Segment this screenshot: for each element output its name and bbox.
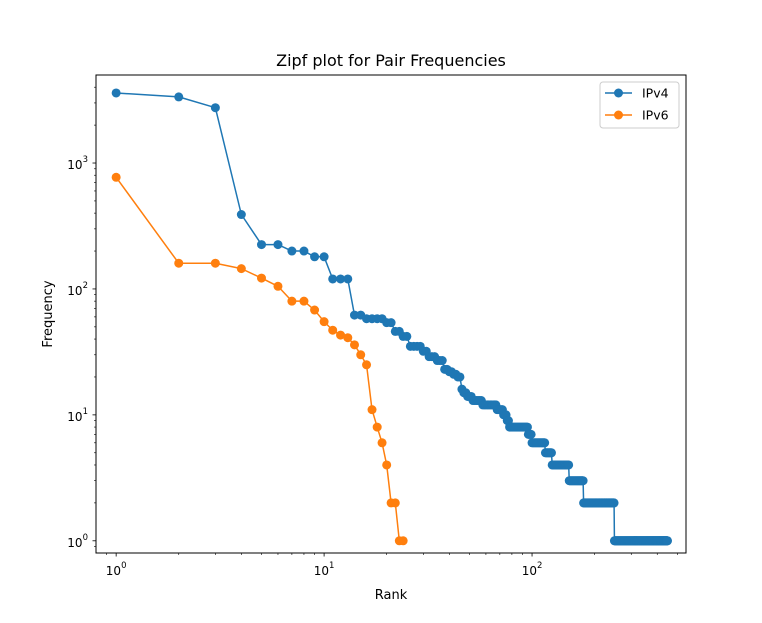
x-axis-label: Rank xyxy=(375,588,408,603)
legend-marker-ipv6 xyxy=(614,110,623,120)
y-axis-label: Frequency xyxy=(41,280,56,347)
data-point-ipv6 xyxy=(356,350,366,360)
data-point-ipv6 xyxy=(343,333,353,343)
data-point-ipv6 xyxy=(367,405,377,415)
data-point-ipv4 xyxy=(174,92,184,102)
data-point-ipv6 xyxy=(349,340,359,350)
data-point-ipv6 xyxy=(299,296,309,306)
data-point-ipv4 xyxy=(310,252,320,262)
legend-label-ipv4: IPv4 xyxy=(642,86,669,101)
data-point-ipv4 xyxy=(437,356,447,366)
legend: IPv4 IPv6 xyxy=(599,81,680,129)
data-point-ipv4 xyxy=(299,246,309,256)
data-point-ipv4 xyxy=(236,210,246,220)
data-point-ipv4 xyxy=(455,372,465,382)
data-point-ipv4 xyxy=(526,429,536,439)
data-point-ipv4 xyxy=(319,252,329,262)
data-point-ipv4 xyxy=(257,240,266,250)
legend-label-ipv6: IPv6 xyxy=(642,108,669,123)
data-point-ipv6 xyxy=(390,498,400,508)
data-point-ipv4 xyxy=(349,310,359,320)
legend-marker-ipv4 xyxy=(614,88,623,98)
data-point-ipv6 xyxy=(382,460,392,470)
data-point-ipv6 xyxy=(336,330,346,340)
series-ipv6 xyxy=(111,172,408,546)
data-point-ipv6 xyxy=(362,360,372,370)
data-point-ipv4 xyxy=(287,246,297,256)
data-point-ipv6 xyxy=(398,536,408,546)
data-point-ipv4 xyxy=(328,274,338,284)
data-point-ipv6 xyxy=(236,264,246,274)
data-point-ipv6 xyxy=(310,305,320,315)
data-point-ipv4 xyxy=(546,448,556,458)
data-point-ipv4 xyxy=(662,536,672,546)
chart-title: Zipf plot for Pair Frequencies xyxy=(276,51,506,70)
data-point-ipv4 xyxy=(522,422,532,432)
data-point-ipv4 xyxy=(336,274,346,284)
data-point-ipv4 xyxy=(210,103,220,113)
data-point-ipv6 xyxy=(319,317,329,327)
data-point-ipv4 xyxy=(386,318,396,328)
data-point-ipv6 xyxy=(287,296,297,306)
data-point-ipv4 xyxy=(273,240,283,250)
series-ipv4 xyxy=(111,88,672,546)
data-point-ipv6 xyxy=(111,172,121,182)
data-point-ipv6 xyxy=(273,281,283,291)
data-point-ipv4 xyxy=(111,88,121,98)
data-point-ipv4 xyxy=(609,498,619,508)
data-point-ipv6 xyxy=(377,438,387,448)
data-point-ipv4 xyxy=(578,476,588,486)
series-layer xyxy=(111,88,672,546)
data-point-ipv6 xyxy=(372,422,382,432)
plot-frame xyxy=(95,74,687,554)
data-point-ipv6 xyxy=(174,258,184,268)
data-point-ipv4 xyxy=(402,331,412,341)
data-point-ipv6 xyxy=(257,273,266,283)
data-point-ipv4 xyxy=(343,274,353,284)
data-point-ipv4 xyxy=(540,438,550,448)
data-point-ipv6 xyxy=(328,325,338,335)
data-point-ipv4 xyxy=(564,460,574,470)
data-point-ipv6 xyxy=(210,258,220,268)
